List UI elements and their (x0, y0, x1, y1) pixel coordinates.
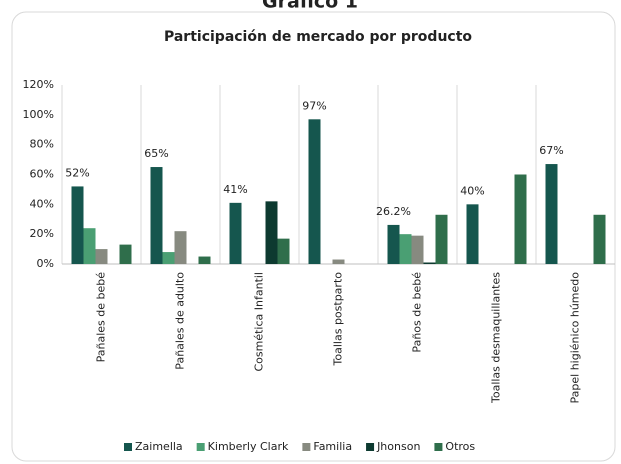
data-label: 65% (144, 147, 168, 160)
chart-title: Participación de mercado por producto (164, 29, 472, 45)
y-tick-label: 20% (30, 227, 54, 240)
legend-label: Kimberly Clark (208, 440, 289, 453)
bar (265, 201, 278, 264)
x-tick-label: Toallas postparto (332, 272, 345, 367)
bar (411, 235, 424, 264)
bar (387, 224, 400, 264)
bar (399, 234, 412, 264)
bar (174, 231, 187, 264)
legend-swatch (302, 443, 311, 451)
bar (119, 244, 132, 264)
legend-label: Jhonson (376, 440, 420, 453)
x-tick-label: Cosmética Infantil (253, 272, 266, 372)
bar (229, 202, 242, 264)
legend-swatch (434, 443, 443, 451)
y-tick-label: 0% (37, 257, 54, 270)
y-tick-label: 120% (23, 78, 54, 91)
y-tick-label: 100% (23, 108, 54, 121)
bar (150, 167, 163, 264)
legend-label: Familia (313, 440, 352, 453)
bar (162, 252, 175, 264)
bar (435, 214, 448, 264)
x-tick-label: Pañales de adulto (174, 272, 187, 370)
data-label: 40% (460, 184, 484, 197)
y-tick-label: 80% (30, 138, 54, 151)
heading: Gráfico 1 (262, 0, 358, 13)
data-label: 41% (223, 183, 247, 196)
bar (545, 164, 558, 264)
x-tick-label: Paños de bebé (411, 272, 424, 353)
bar (71, 186, 84, 264)
legend-swatch (124, 443, 132, 451)
data-label: 52% (65, 166, 89, 179)
data-label: 97% (302, 99, 326, 112)
legend-swatch (196, 443, 205, 451)
data-label: 26.2% (376, 205, 411, 218)
bar (308, 119, 321, 264)
legend-swatch (366, 443, 375, 451)
y-tick-label: 40% (30, 197, 54, 210)
bar (514, 174, 527, 264)
bar (466, 204, 479, 264)
bar (277, 238, 290, 264)
y-tick-label: 60% (30, 168, 54, 181)
bar (198, 256, 211, 264)
bar (593, 214, 606, 264)
x-tick-label: Papel higiénico húmedo (569, 272, 582, 404)
bar (95, 249, 108, 264)
legend-label: Zaimella (135, 440, 183, 453)
x-tick-label: Pañales de bebé (95, 272, 108, 363)
x-tick-label: Toallas desmaquillantes (490, 272, 503, 404)
bar (332, 259, 345, 264)
bar (423, 262, 436, 264)
legend-label: Otros (445, 440, 475, 453)
bar (83, 228, 96, 264)
data-label: 67% (539, 144, 563, 157)
